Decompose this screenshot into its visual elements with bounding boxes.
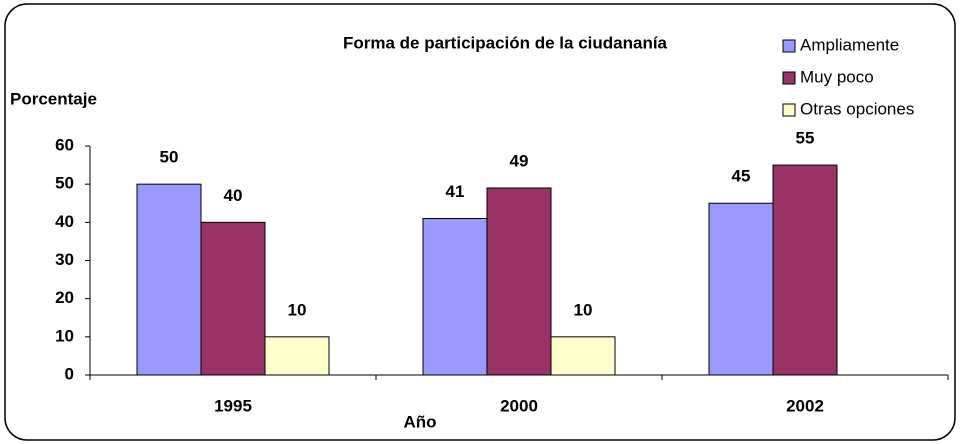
bar xyxy=(772,164,838,376)
data-label: 10 xyxy=(288,300,307,319)
y-tick-label: 50 xyxy=(55,174,74,193)
bar xyxy=(486,187,552,376)
y-tick-label: 40 xyxy=(55,212,74,231)
x-tick-label: 2000 xyxy=(500,396,538,415)
bar xyxy=(136,183,202,376)
legend-swatch xyxy=(782,103,796,117)
legend-label: Ampliamente xyxy=(800,35,899,54)
data-label: 50 xyxy=(160,148,179,167)
x-tick-label: 2002 xyxy=(786,396,824,415)
data-label: 10 xyxy=(574,300,593,319)
data-label: 49 xyxy=(510,151,529,170)
y-axis-label: Porcentaje xyxy=(10,89,97,108)
bar xyxy=(708,202,774,376)
legend-swatch xyxy=(782,39,796,53)
x-axis-label: Año xyxy=(403,412,436,431)
data-label: 40 xyxy=(224,186,243,205)
chart-title: Forma de participación de la ciudananía xyxy=(343,33,668,52)
data-label: 41 xyxy=(446,182,465,201)
y-tick-label: 60 xyxy=(55,135,74,154)
bar xyxy=(422,218,488,376)
data-label: 55 xyxy=(796,129,815,148)
bar xyxy=(264,336,330,376)
data-label: 45 xyxy=(732,167,751,186)
y-tick-label: 20 xyxy=(55,288,74,307)
legend-label: Otras opciones xyxy=(800,99,914,118)
bar xyxy=(550,336,616,376)
bar xyxy=(200,221,266,376)
legend-swatch xyxy=(782,71,796,85)
x-tick-label: 1995 xyxy=(214,396,252,415)
y-tick-label: 30 xyxy=(55,250,74,269)
y-tick-label: 0 xyxy=(65,364,74,383)
legend-label: Muy poco xyxy=(800,67,874,86)
y-tick-label: 10 xyxy=(55,326,74,345)
